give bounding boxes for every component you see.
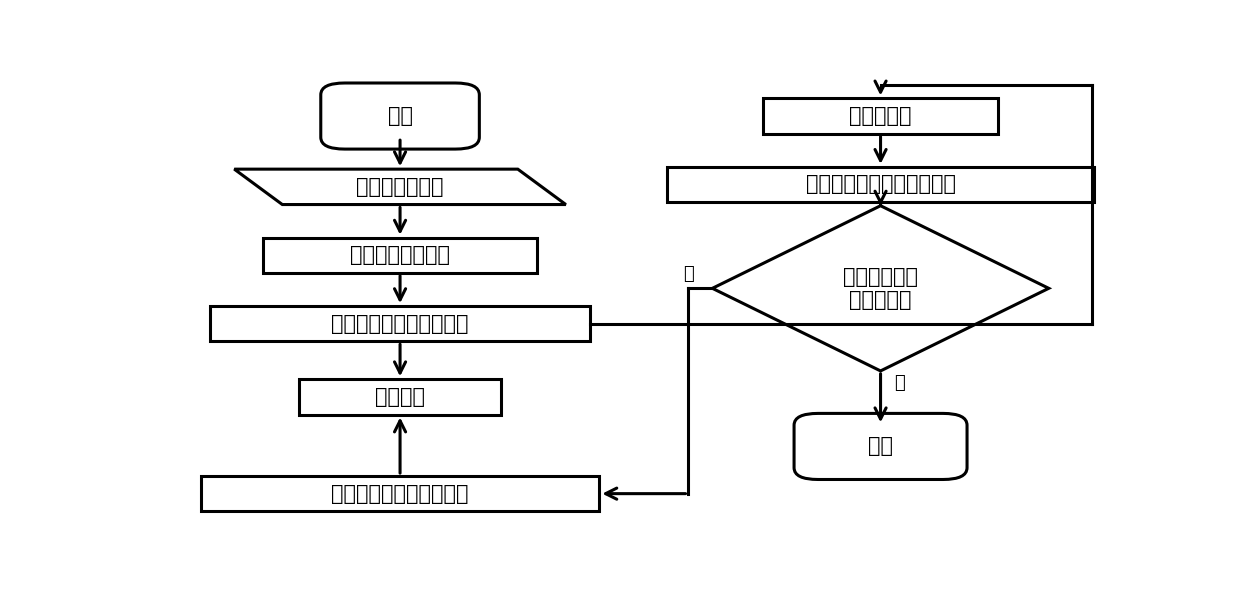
Text: 有晶体管尺寸
在边界上？: 有晶体管尺寸 在边界上？	[843, 267, 918, 310]
Text: 子电路仿真: 子电路仿真	[849, 106, 911, 126]
Polygon shape	[713, 206, 1049, 371]
Bar	[299, 379, 501, 414]
Text: 组合展开晶体管扫描尺寸: 组合展开晶体管扫描尺寸	[331, 314, 469, 333]
Text: 开始: 开始	[388, 106, 413, 126]
Text: 更新晶体管扫描尺寸组合: 更新晶体管扫描尺寸组合	[331, 484, 469, 504]
Bar	[201, 476, 599, 511]
Text: 解析待优化晶体管: 解析待优化晶体管	[350, 245, 450, 265]
Text: 是: 是	[683, 265, 693, 283]
Text: 更新参数: 更新参数	[374, 387, 425, 407]
Bar	[211, 306, 590, 341]
Polygon shape	[234, 169, 565, 205]
Text: 计算代价函数，选取最优值: 计算代价函数，选取最优值	[806, 175, 956, 194]
FancyBboxPatch shape	[794, 413, 967, 479]
Text: 结束: 结束	[868, 436, 893, 457]
Bar	[263, 238, 537, 273]
Text: 输入子电路名称: 输入子电路名称	[356, 177, 444, 197]
Text: 否: 否	[894, 374, 905, 392]
Bar	[763, 98, 998, 134]
FancyBboxPatch shape	[321, 83, 480, 149]
Bar	[667, 167, 1095, 202]
